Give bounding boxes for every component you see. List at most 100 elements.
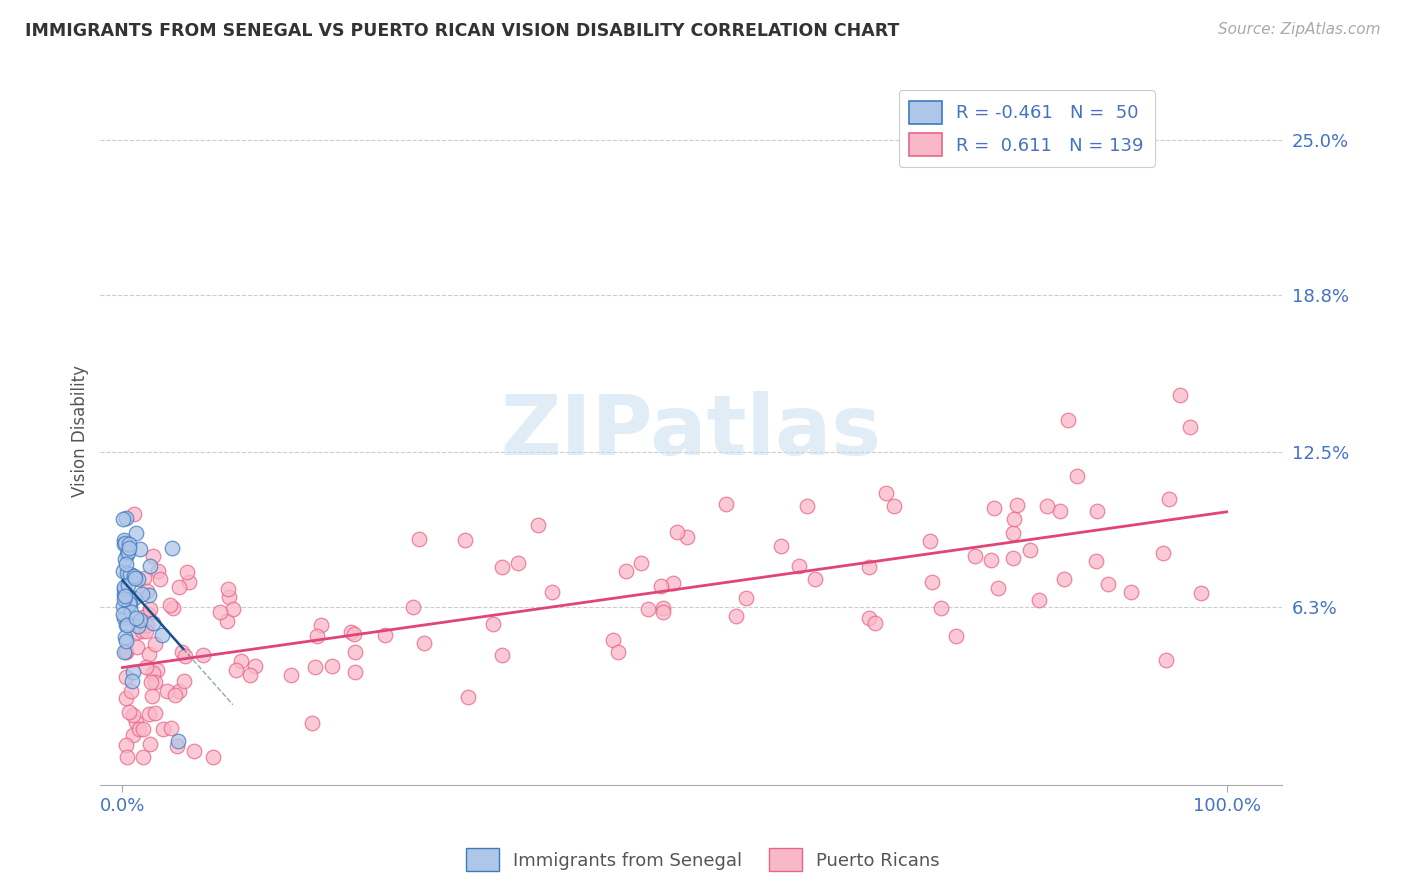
Point — [965, 549, 987, 563]
Point — [112, 582, 135, 597]
Point — [141, 689, 163, 703]
Point — [1085, 554, 1108, 568]
Point — [183, 744, 205, 758]
Point — [413, 635, 436, 649]
Point — [209, 605, 232, 619]
Point — [135, 660, 157, 674]
Point — [602, 633, 624, 648]
Point — [1028, 593, 1050, 607]
Point — [167, 684, 190, 698]
Point — [1097, 577, 1119, 591]
Point — [1019, 542, 1042, 557]
Point — [162, 600, 184, 615]
Point — [115, 634, 138, 648]
Point — [114, 617, 136, 632]
Point — [174, 648, 197, 663]
Point — [152, 722, 174, 736]
Point — [1053, 572, 1076, 586]
Point — [115, 548, 138, 562]
Point — [125, 714, 148, 729]
Point — [138, 647, 160, 661]
Point — [215, 614, 238, 628]
Point — [121, 728, 143, 742]
Point — [117, 545, 139, 559]
Point — [344, 665, 367, 679]
Point — [139, 675, 162, 690]
Point — [945, 629, 967, 643]
Point — [1085, 503, 1108, 517]
Point — [280, 668, 302, 682]
Point — [112, 611, 135, 625]
Point — [117, 541, 139, 555]
Point — [541, 584, 564, 599]
Point — [1178, 420, 1201, 434]
Point — [127, 619, 149, 633]
Point — [166, 739, 188, 753]
Point — [614, 565, 637, 579]
Point — [142, 665, 165, 680]
Point — [135, 583, 157, 598]
Point — [139, 738, 162, 752]
Text: ZIPatlas: ZIPatlas — [501, 391, 882, 472]
Point — [176, 565, 198, 579]
Point — [112, 537, 135, 551]
Text: Source: ZipAtlas.com: Source: ZipAtlas.com — [1218, 22, 1381, 37]
Point — [120, 597, 142, 611]
Point — [804, 572, 827, 586]
Point — [983, 500, 1005, 515]
Point — [1035, 499, 1057, 513]
Point — [165, 688, 187, 702]
Point — [122, 569, 145, 583]
Point — [676, 530, 699, 544]
Point — [114, 510, 136, 524]
Point — [1066, 469, 1088, 483]
Point — [142, 549, 165, 563]
Point — [637, 602, 659, 616]
Y-axis label: Vision Disability: Vision Disability — [72, 365, 89, 497]
Point — [343, 627, 366, 641]
Point — [1056, 413, 1078, 427]
Point — [118, 596, 141, 610]
Point — [132, 750, 155, 764]
Point — [652, 600, 675, 615]
Point — [115, 750, 138, 764]
Point — [114, 644, 136, 658]
Point — [149, 572, 172, 586]
Point — [112, 580, 135, 594]
Point — [665, 525, 688, 540]
Point — [167, 733, 190, 747]
Point — [506, 556, 529, 570]
Point — [787, 559, 810, 574]
Point — [112, 587, 135, 601]
Point — [160, 541, 183, 555]
Point — [239, 667, 262, 681]
Point — [127, 572, 149, 586]
Point — [114, 630, 136, 644]
Point — [122, 665, 145, 679]
Point — [136, 617, 159, 632]
Point — [122, 507, 145, 521]
Point — [979, 553, 1001, 567]
Point — [138, 602, 160, 616]
Point — [321, 659, 343, 673]
Text: IMMIGRANTS FROM SENEGAL VS PUERTO RICAN VISION DISABILITY CORRELATION CHART: IMMIGRANTS FROM SENEGAL VS PUERTO RICAN … — [25, 22, 900, 40]
Point — [402, 600, 425, 615]
Point — [146, 564, 169, 578]
Point — [132, 722, 155, 736]
Point — [243, 659, 266, 673]
Point — [987, 581, 1010, 595]
Point — [1002, 551, 1025, 566]
Point — [796, 500, 818, 514]
Point — [167, 580, 190, 594]
Point — [127, 640, 149, 654]
Point — [769, 539, 792, 553]
Point — [156, 684, 179, 698]
Point — [142, 616, 165, 631]
Point — [111, 607, 134, 622]
Point — [201, 750, 224, 764]
Point — [160, 721, 183, 735]
Point — [863, 615, 886, 630]
Point — [931, 600, 953, 615]
Point — [159, 598, 181, 612]
Point — [222, 602, 245, 616]
